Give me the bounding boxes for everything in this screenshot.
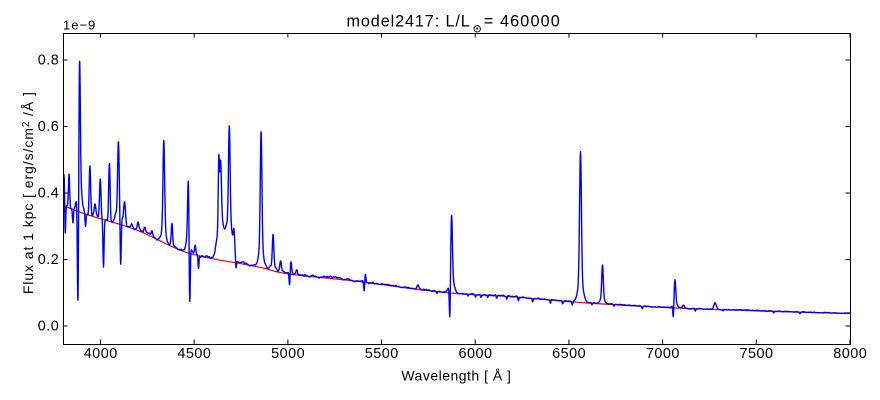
svg-text:0.8: 0.8 [38, 52, 60, 68]
svg-text:0.0: 0.0 [38, 318, 60, 334]
svg-text:4500: 4500 [177, 346, 211, 362]
svg-text:5500: 5500 [365, 346, 399, 362]
svg-text:0.2: 0.2 [38, 252, 60, 268]
svg-text:5000: 5000 [271, 346, 305, 362]
svg-text:model2417: L/L: model2417: L/L [347, 12, 471, 30]
svg-text:1e−9: 1e−9 [63, 17, 96, 32]
svg-text:8000: 8000 [833, 346, 867, 362]
svg-text:7500: 7500 [740, 346, 774, 362]
svg-text:0.4: 0.4 [38, 185, 60, 201]
svg-text:Wavelength [ Å ]: Wavelength [ Å ] [401, 367, 511, 383]
svg-text:7000: 7000 [646, 346, 680, 362]
svg-text:4000: 4000 [84, 346, 118, 362]
svg-text:6000: 6000 [458, 346, 492, 362]
svg-text:Flux at 1 kpc [ erg/s/cm2 /Å ]: Flux at 1 kpc [ erg/s/cm2 /Å ] [20, 91, 36, 294]
svg-text:= 460000: = 460000 [484, 12, 561, 30]
svg-text:6500: 6500 [552, 346, 586, 362]
svg-text:0.6: 0.6 [38, 119, 60, 135]
